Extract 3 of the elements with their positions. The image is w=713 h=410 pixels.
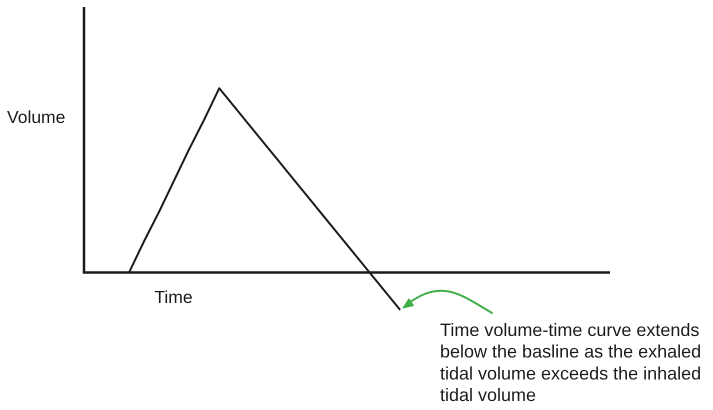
y-axis-title: Volume [7,106,66,127]
text: Time volume-time curve extends below the basline as the exhaled tidal volume exceeds the inhaled tidal volume [440,320,702,406]
x-axis-title: Time [154,286,193,307]
